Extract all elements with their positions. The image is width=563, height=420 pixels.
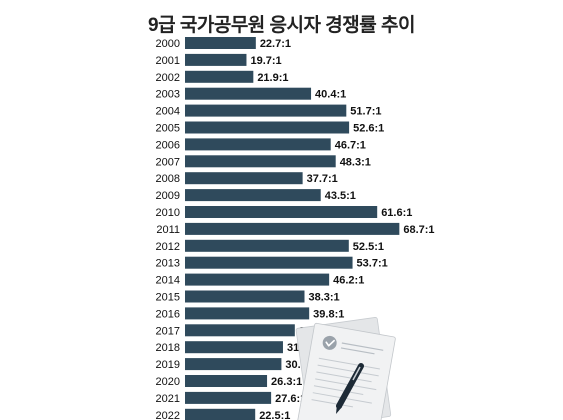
value-label: 53.7:1 xyxy=(357,258,388,270)
value-label: 22.7:1 xyxy=(260,38,291,50)
bar xyxy=(185,155,336,168)
value-label: 21.9:1 xyxy=(257,72,288,84)
bar xyxy=(185,87,312,100)
value-label: 40.4:1 xyxy=(315,89,346,101)
year-label: 2005 xyxy=(156,123,180,135)
value-label: 26.3:1 xyxy=(271,376,302,388)
bar xyxy=(185,53,247,66)
bar xyxy=(185,121,350,134)
year-label: 2016 xyxy=(156,308,180,320)
value-label: 46.7:1 xyxy=(335,139,366,151)
value-label: 27.6:1 xyxy=(275,393,306,405)
value-label: 51.7:1 xyxy=(350,106,381,118)
year-label: 2011 xyxy=(156,224,180,236)
value-label: 61.6:1 xyxy=(381,207,412,219)
year-label: 2022 xyxy=(156,410,180,420)
document-pen-icon xyxy=(295,317,396,420)
bar xyxy=(185,290,305,303)
year-label: 2003 xyxy=(156,89,180,101)
year-label: 2000 xyxy=(156,38,180,50)
bar xyxy=(185,358,282,371)
bar xyxy=(185,206,378,218)
paper-front xyxy=(297,322,396,420)
bar xyxy=(185,189,321,202)
bar xyxy=(185,307,310,320)
year-label: 2020 xyxy=(156,376,180,388)
year-label: 2008 xyxy=(156,173,180,185)
year-label: 2019 xyxy=(156,359,180,371)
year-label: 2014 xyxy=(156,275,180,287)
value-label: 52.6:1 xyxy=(353,123,384,135)
chart-title: 9급 국가공무원 응시자 경쟁률 추이 xyxy=(148,15,415,36)
value-label: 38.3:1 xyxy=(308,292,339,304)
year-label: 2002 xyxy=(156,72,180,84)
year-label: 2010 xyxy=(156,207,180,219)
bar xyxy=(185,408,256,420)
value-label: 22.5:1 xyxy=(259,410,290,420)
value-label: 19.7:1 xyxy=(250,55,281,67)
bar xyxy=(185,256,353,269)
bar xyxy=(185,341,283,354)
bar xyxy=(185,375,268,387)
value-label: 68.7:1 xyxy=(403,224,434,236)
bar xyxy=(185,324,295,337)
check-circle-icon xyxy=(322,335,337,350)
year-label: 2007 xyxy=(156,156,180,168)
value-label: 46.2:1 xyxy=(333,275,364,287)
value-label: 52.5:1 xyxy=(353,241,384,253)
bar xyxy=(185,239,349,252)
year-label: 2001 xyxy=(156,55,180,67)
year-label: 2006 xyxy=(156,139,180,151)
year-label: 2018 xyxy=(156,342,180,354)
year-label: 2012 xyxy=(156,241,180,253)
year-label: 2013 xyxy=(156,258,180,270)
value-label: 39.8:1 xyxy=(313,308,344,320)
pen-icon xyxy=(336,363,364,414)
bar xyxy=(185,391,272,404)
bar xyxy=(185,222,400,235)
bar xyxy=(185,37,256,49)
year-label: 2021 xyxy=(156,393,180,405)
bars-layer: 2000 22.7:1 2001 19.7:1 2002 21.9:1 2003 40.4:1… xyxy=(156,37,435,420)
year-label: 2004 xyxy=(156,106,180,118)
year-label: 2015 xyxy=(156,292,180,304)
value-label: 48.3:1 xyxy=(340,156,371,168)
bar xyxy=(185,70,254,83)
value-label: 37.7:1 xyxy=(307,173,338,185)
check-mark-icon xyxy=(325,339,335,347)
bar xyxy=(185,273,330,286)
bar xyxy=(185,138,331,151)
bar xyxy=(185,172,303,185)
year-label: 2009 xyxy=(156,190,180,202)
bar xyxy=(185,104,347,117)
value-label: 43.5:1 xyxy=(325,190,356,202)
year-label: 2017 xyxy=(156,325,180,337)
